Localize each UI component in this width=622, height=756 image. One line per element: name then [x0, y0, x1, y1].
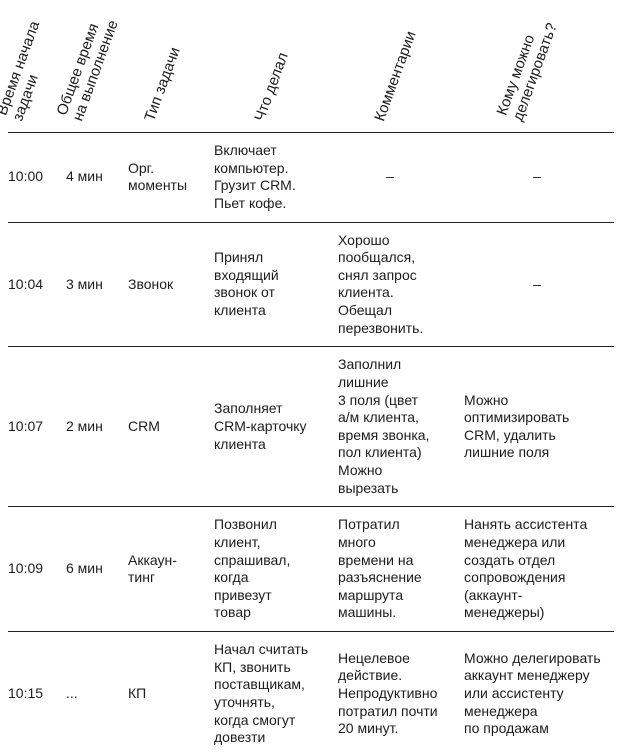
cell-duration: 4 мин	[66, 168, 103, 185]
column-header-comments: Комментарии	[371, 29, 420, 124]
cell-task-type: Аккаун- тинг	[128, 551, 177, 586]
cell-comment: –	[386, 168, 394, 185]
table-row: 10:07 2 мин CRM Заполняет CRM-карточку к…	[8, 346, 614, 506]
column-header-start-time: Время начала задачи	[0, 19, 44, 124]
cell-delegate: Нанять ассистента менеджера или создать …	[464, 516, 588, 621]
cell-start-time: 10:00	[8, 168, 44, 185]
cell-activity: Заполняет CRM-карточку клиента	[214, 400, 307, 452]
table-row: 10:04 3 мин Звонок Принял входящий звоно…	[8, 221, 614, 347]
cell-start-time: 10:04	[8, 275, 44, 292]
table-row: 10:00 4 мин Орг. моменты Включает компью…	[8, 132, 614, 222]
cell-duration: 2 мин	[66, 417, 103, 434]
cell-start-time: 10:09	[8, 560, 44, 577]
cell-duration: 6 мин	[66, 560, 103, 577]
cell-delegate: Можно делегировать аккаунт менеджеру или…	[464, 649, 601, 737]
time-log-table: 10:00 4 мин Орг. моменты Включает компью…	[8, 132, 614, 756]
cell-task-type: CRM	[128, 417, 160, 434]
cell-comment: Нецелевое действие. Непродуктивно потрат…	[338, 649, 438, 737]
cell-duration: 3 мин	[66, 275, 103, 292]
cell-task-type: КП	[128, 685, 147, 702]
cell-comment: Потратил много времени на разъяснение ма…	[338, 516, 422, 621]
cell-duration: ...	[66, 685, 78, 702]
cell-activity: Включает компьютер. Грузит CRM. Пьет коф…	[214, 142, 296, 211]
cell-task-type: Звонок	[128, 275, 174, 292]
cell-delegate: –	[533, 168, 541, 185]
table-row: 10:15 ... КП Начал считать КП, звонить п…	[8, 631, 614, 756]
table-header-row: Время начала задачи Общее время на выпол…	[0, 0, 614, 132]
column-header-total-time: Общее время на выполнение	[53, 18, 122, 124]
cell-activity: Позвонил клиент, спрашивал, когда привез…	[214, 516, 291, 621]
column-header-activity: Что делал	[251, 50, 292, 124]
cell-start-time: 10:15	[8, 685, 44, 702]
cell-activity: Принял входящий звонок от клиента	[214, 249, 279, 318]
cell-delegate: Можно оптимизировать CRM, удалить лишние…	[464, 391, 570, 461]
cell-delegate: –	[533, 275, 541, 292]
table-row: 10:09 6 мин Аккаун- тинг Позвонил клиент…	[8, 506, 614, 631]
column-header-delegate: Кому можно делегировать?	[493, 21, 561, 124]
cell-comment: Хорошо пообщался, снял запрос клиента. О…	[338, 231, 424, 336]
cell-task-type: Орг. моменты	[128, 159, 188, 194]
cell-activity: Начал считать КП, звонить поставщикам, у…	[214, 641, 309, 746]
cell-comment: Заполнил лишние 3 поля (цвет а/м клиента…	[338, 356, 430, 496]
column-header-task-type: Тип задачи	[141, 45, 184, 124]
cell-start-time: 10:07	[8, 417, 44, 434]
